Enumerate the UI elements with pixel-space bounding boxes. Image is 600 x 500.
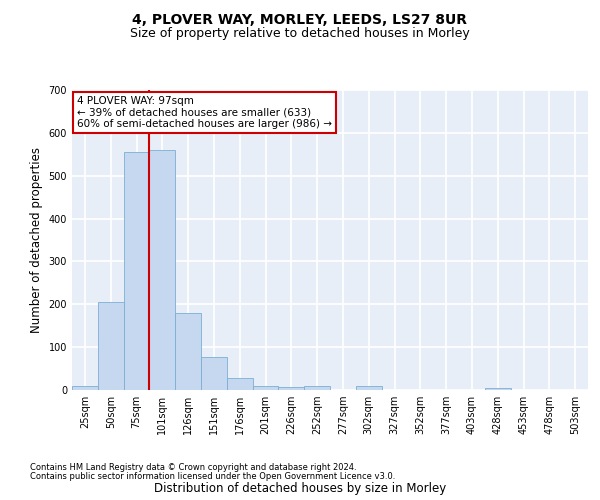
Text: Contains public sector information licensed under the Open Government Licence v3: Contains public sector information licen… — [30, 472, 395, 481]
Text: Size of property relative to detached houses in Morley: Size of property relative to detached ho… — [130, 28, 470, 40]
Text: 4, PLOVER WAY, MORLEY, LEEDS, LS27 8UR: 4, PLOVER WAY, MORLEY, LEEDS, LS27 8UR — [133, 12, 467, 26]
Bar — [175, 313, 201, 390]
Text: 4 PLOVER WAY: 97sqm
← 39% of detached houses are smaller (633)
60% of semi-detac: 4 PLOVER WAY: 97sqm ← 39% of detached ho… — [77, 96, 332, 129]
Y-axis label: Number of detached properties: Number of detached properties — [30, 147, 43, 333]
Bar — [227, 378, 253, 390]
Bar — [253, 386, 278, 390]
Bar — [201, 356, 227, 390]
Bar — [304, 386, 330, 390]
Bar — [98, 302, 124, 390]
Bar — [124, 152, 149, 390]
Bar — [485, 388, 511, 390]
Text: Distribution of detached houses by size in Morley: Distribution of detached houses by size … — [154, 482, 446, 495]
Bar — [356, 386, 382, 390]
Bar — [278, 386, 304, 390]
Bar — [72, 386, 98, 390]
Text: Contains HM Land Registry data © Crown copyright and database right 2024.: Contains HM Land Registry data © Crown c… — [30, 464, 356, 472]
Bar — [149, 150, 175, 390]
